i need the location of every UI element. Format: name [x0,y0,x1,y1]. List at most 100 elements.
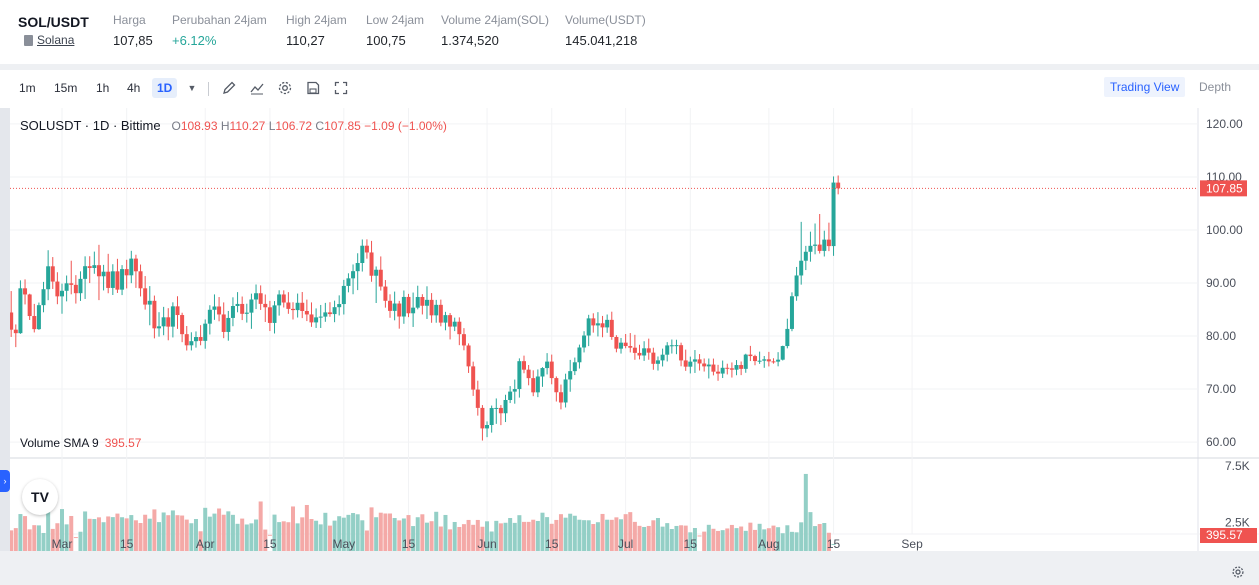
candle-body [831,182,836,247]
chevron-down-icon[interactable]: ▼ [187,83,197,93]
candle-body [244,312,249,314]
stat-label: High 24jam [286,13,347,27]
volume-bar [120,517,125,551]
chart-legend: SOLUSDT · 1D · Bittime O108.93 H110.27 L… [20,118,447,133]
last-volume-label: 395.57 [1206,528,1243,542]
volume-bar [281,521,286,551]
candle-body [401,296,406,317]
tradingview-logo[interactable]: TV [22,479,58,515]
chart-settings-icon[interactable] [1223,563,1253,585]
stat-label: Volume 24jam(SOL) [441,13,550,27]
volume-bar [184,519,189,551]
candle-body [582,335,587,348]
save-icon[interactable] [305,80,321,96]
candle-body [508,391,513,400]
candle-body [692,359,697,362]
volume-bar [461,524,466,551]
candle-body [808,245,813,252]
volume-bar [411,526,416,551]
time-axis [10,534,1198,551]
expand-sidebar-button[interactable]: › [0,470,10,492]
candlestick-chart[interactable]: 120.00110.00100.0090.0080.0070.0060.007.… [4,108,1259,551]
volume-bar [92,519,97,551]
volume-bar [73,537,78,539]
candle-body [295,302,300,311]
timeframe-1d[interactable]: 1D [152,78,178,98]
timeframe-1h[interactable]: 1h [96,81,110,95]
candle-body [702,363,707,367]
volume-bar [582,520,587,551]
settings-icon[interactable] [277,80,293,96]
candle-body [475,389,480,408]
volume-bar [729,524,734,551]
timeframe-1m[interactable]: 1m [19,81,36,95]
volume-bar [665,523,670,551]
volume-bar [346,514,351,551]
candle-body [517,361,522,390]
candle-body [235,303,240,307]
volume-bar [771,525,776,551]
time-tick-label: Mar [52,537,73,551]
pencil-icon[interactable] [221,80,237,96]
volume-bar [106,516,111,551]
volume-bar [808,512,813,551]
volume-bar [212,513,217,551]
candle-body [461,334,466,346]
timeframe-4h[interactable]: 4h [127,81,141,95]
candle-body [341,285,346,305]
legend-low-label: L [268,119,276,133]
candle-body [540,368,545,377]
candle-body [388,300,393,311]
time-tick-label: Sep [901,537,923,551]
candle-body [443,315,448,323]
indicator-icon[interactable] [249,80,265,96]
volume-bar [780,533,785,551]
trading-view-tab[interactable]: Trading View [1104,77,1186,97]
candle-body [355,263,360,272]
candle-body [41,289,46,306]
volume-bar [152,509,157,551]
volume-bar [706,524,711,551]
candle-body [23,288,28,295]
volume-bar [531,519,536,551]
candle-body [175,306,180,316]
candle-body [300,302,305,311]
candle-body [729,368,734,370]
volume-bar [272,514,277,551]
volume-bar [27,529,32,551]
volume-bar [304,504,309,551]
volume-bar [217,508,222,551]
volume-bar [115,513,120,551]
candle-body [586,318,591,336]
candle-body [549,361,554,379]
candle-body [757,360,762,362]
volume-bar [13,528,18,551]
volume-tick-label: 7.5K [1225,459,1250,473]
volume-bar [69,515,74,551]
timeframe-15m[interactable]: 15m [54,81,78,95]
volume-label: Volume SMA 9 [20,436,99,450]
candle-body [799,260,804,276]
coin-link[interactable]: Solana [24,33,74,47]
volume-bar [355,514,360,551]
time-tick-label: Jun [477,537,496,551]
candle-body [314,317,319,323]
chart-area[interactable]: 120.00 110.00 100.00 90.00 80.00 70.00 60.00 7.… [4,108,1259,578]
candle-body [258,293,263,304]
volume-bar [415,517,420,551]
volume-bar [364,530,369,551]
depth-tab[interactable]: Depth [1199,80,1232,94]
volume-bar [466,519,471,551]
candle-body [494,407,499,409]
legend-high: 110.27 [229,119,266,133]
candle-body [489,408,494,426]
volume-bar [803,473,808,551]
candle-body [152,300,157,329]
volume-bar [36,525,41,551]
candle-body [813,244,818,246]
fullscreen-icon[interactable] [333,80,349,96]
volume-bar [540,512,545,551]
volume-bar [341,517,346,551]
candle-body [591,318,596,326]
volume-bar [401,518,406,551]
